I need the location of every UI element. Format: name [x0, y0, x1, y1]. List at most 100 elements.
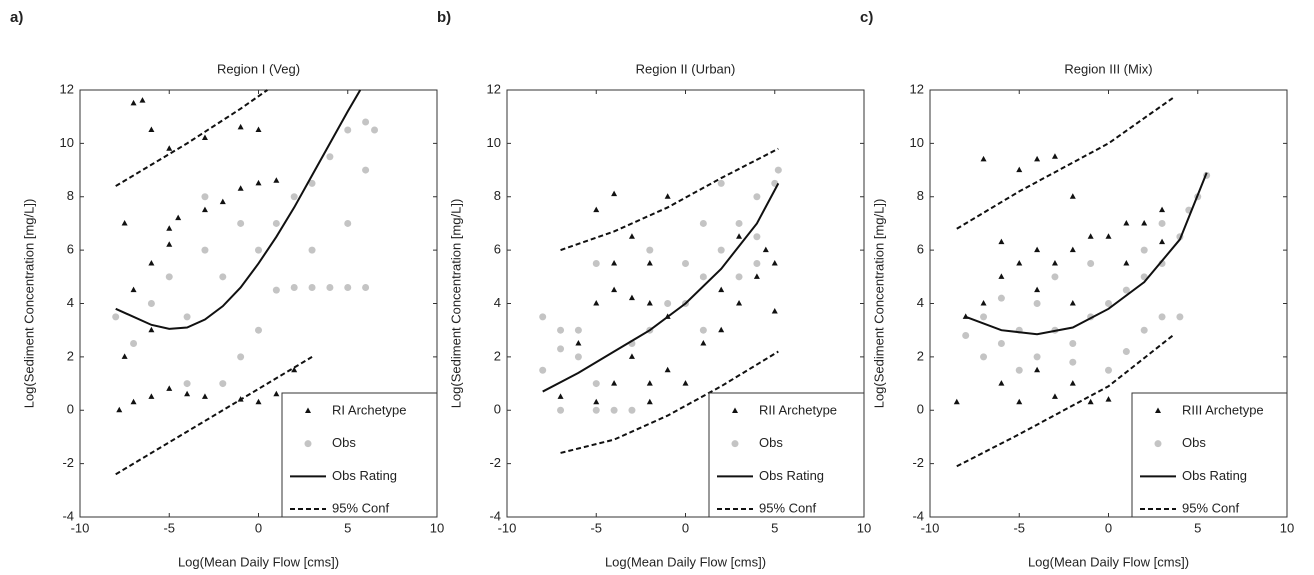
- y-tick-label: 12: [910, 81, 924, 96]
- y-axis-label: Log(Sediment Concentration [mg/L]): [448, 199, 463, 409]
- circle-point: [308, 179, 316, 187]
- triangle-point: [1069, 246, 1076, 253]
- circle-point: [774, 166, 782, 174]
- circle-point: [539, 366, 547, 374]
- y-tick-label: -4: [62, 508, 74, 523]
- legend-label: Obs Rating: [759, 468, 824, 483]
- x-tick-label: -10: [498, 520, 517, 535]
- legend-box: [1131, 392, 1288, 518]
- triangle-point: [980, 155, 987, 162]
- circle-point: [1105, 366, 1112, 374]
- triangle-point: [771, 259, 778, 266]
- triangle-point: [593, 300, 600, 306]
- triangle-point: [1034, 155, 1041, 162]
- legend-label: 95% Conf: [759, 500, 816, 515]
- triangle-point: [628, 233, 635, 239]
- line-series: [560, 147, 779, 454]
- circle-point: [699, 219, 707, 227]
- triangle-point: [611, 286, 618, 293]
- triangle-point: [1159, 206, 1166, 213]
- x-tick-label: -10: [921, 520, 940, 535]
- circle-point: [557, 406, 565, 414]
- x-tick-label: 5: [1194, 520, 1201, 535]
- circle-point: [664, 300, 672, 307]
- chart-title: Region III (Mix): [1064, 61, 1152, 76]
- y-tick-label: 10: [487, 135, 501, 150]
- triangle-point: [646, 380, 653, 386]
- legend-swatch: [1155, 407, 1161, 413]
- legend-label: RIII Archetype: [1182, 402, 1264, 417]
- circle-point: [610, 406, 618, 414]
- legend-box: [281, 392, 438, 518]
- x-tick-label: 5: [344, 520, 351, 535]
- circle-point: [201, 246, 209, 254]
- triangle-point: [166, 145, 173, 151]
- triangle-point: [1016, 259, 1023, 266]
- circle-point: [255, 246, 262, 254]
- circle-point: [646, 246, 654, 254]
- triangle-point: [148, 259, 155, 266]
- triangle-point: [1123, 219, 1130, 226]
- triangle-point: [1069, 380, 1076, 386]
- triangle-point: [121, 219, 128, 226]
- x-tick-label: -5: [163, 520, 175, 535]
- triangle-point: [1034, 366, 1041, 373]
- triangle-point: [700, 340, 707, 346]
- circle-point: [219, 380, 227, 388]
- triangle-point: [664, 193, 671, 199]
- triangle-point: [121, 353, 128, 359]
- circle-point: [362, 118, 370, 126]
- circle-point: [1122, 348, 1130, 356]
- legend-label: 95% Conf: [332, 500, 389, 515]
- circle-point: [1051, 273, 1059, 281]
- triangle-point: [166, 385, 173, 391]
- triangle-point: [237, 123, 244, 130]
- circle-point: [962, 332, 970, 340]
- circle-point: [1033, 353, 1041, 361]
- circle-point: [308, 283, 316, 291]
- circle-point: [735, 273, 743, 281]
- panel-label: a): [10, 9, 23, 26]
- x-axis-label: Log(Mean Daily Flow [cms]): [1028, 554, 1189, 569]
- circle-point: [1069, 340, 1077, 348]
- x-tick-label: 10: [857, 520, 871, 535]
- circle-point: [997, 340, 1005, 348]
- circle-point: [557, 326, 565, 334]
- circle-point: [183, 313, 191, 321]
- triangle-point: [184, 390, 191, 397]
- triangle-point: [664, 366, 671, 373]
- legend-label: 95% Conf: [1182, 500, 1239, 515]
- triangle-point: [1051, 393, 1058, 399]
- triangle-point: [611, 259, 618, 266]
- legend-swatch: [305, 407, 311, 413]
- y-tick-label: -2: [912, 455, 924, 470]
- circle-point: [130, 340, 138, 348]
- triangle-point: [291, 366, 298, 373]
- circle-point: [201, 193, 209, 201]
- circle-point: [1105, 300, 1112, 307]
- panel: a) Region I (Veg) Log(Mean Daily Flow [cms…: [10, 9, 444, 569]
- triangle-point: [139, 97, 146, 103]
- y-tick-label: 2: [494, 348, 501, 363]
- triangle-point: [255, 398, 262, 405]
- triangle-point: [1051, 259, 1058, 266]
- triangle-point: [201, 206, 208, 213]
- circle-point: [326, 283, 334, 291]
- y-tick-label: 8: [494, 188, 501, 203]
- triangle-point: [718, 326, 725, 333]
- chart-title: Region II (Urban): [636, 61, 736, 76]
- triangle-point: [611, 380, 618, 386]
- circle-point: [272, 219, 280, 227]
- y-tick-label: 12: [60, 81, 74, 96]
- circle-point: [539, 313, 547, 321]
- line-series: [542, 182, 780, 393]
- circle-point: [255, 326, 262, 334]
- circle-point: [1033, 300, 1041, 307]
- line-series: [115, 89, 313, 476]
- legend-label: RI Archetype: [332, 402, 406, 417]
- x-tick-label: 0: [255, 520, 262, 535]
- triangle-point: [148, 126, 155, 133]
- triangle-point: [1069, 300, 1076, 306]
- triangle-point: [762, 246, 769, 253]
- triangle-point: [201, 134, 208, 141]
